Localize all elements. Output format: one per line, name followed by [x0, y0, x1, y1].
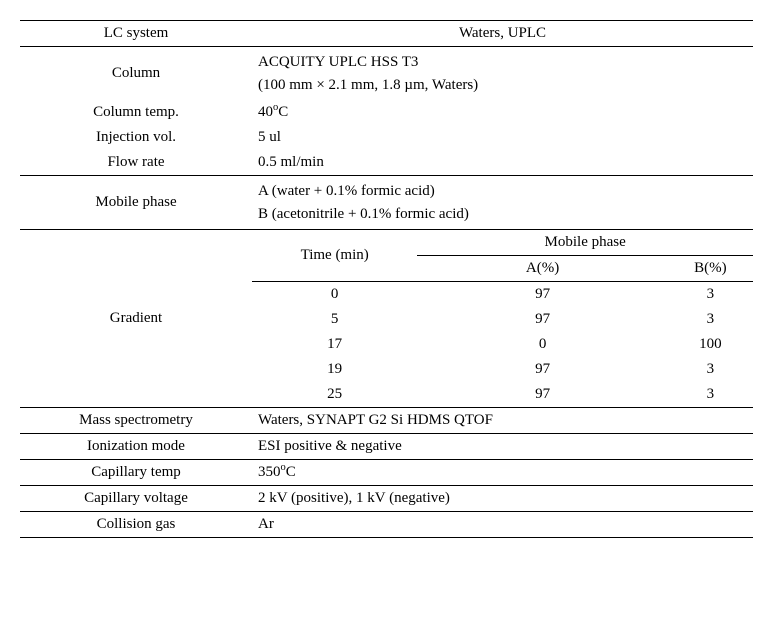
param-mass-spectrometry: Mass spectrometry	[20, 408, 252, 434]
param-column-temp: Column temp.	[20, 100, 252, 125]
gradient-a: 0	[417, 332, 668, 357]
param-injection-vol: Injection vol.	[20, 125, 252, 150]
param-gradient: Gradient	[20, 230, 252, 408]
gradient-b: 3	[668, 307, 753, 332]
gradient-a: 97	[417, 282, 668, 308]
value-column-temp-pre: 40	[258, 104, 273, 120]
value-collision-gas: Ar	[252, 512, 753, 538]
gradient-time: 17	[252, 332, 417, 357]
value-column-line1: ACQUITY UPLC HSS T3	[258, 54, 418, 70]
gradient-a: 97	[417, 307, 668, 332]
param-capillary-temp: Capillary temp	[20, 460, 252, 486]
value-mobile-phase: A (water + 0.1% formic acid) B (acetonit…	[252, 176, 753, 230]
gradient-time-header: Time (min)	[252, 230, 417, 282]
gradient-b: 3	[668, 282, 753, 308]
value-injection-vol: 5 ul	[252, 125, 753, 150]
gradient-col-b: B(%)	[668, 256, 753, 282]
value-lc-system: Waters, UPLC	[252, 21, 753, 47]
value-ionization-mode: ESI positive & negative	[252, 434, 753, 460]
value-column-temp-post: C	[278, 104, 288, 120]
value-column-line2: (100 mm × 2.1 mm, 1.8 µm, Waters)	[258, 77, 478, 93]
gradient-time: 19	[252, 357, 417, 382]
gradient-a: 97	[417, 382, 668, 407]
gradient-a: 97	[417, 357, 668, 382]
param-collision-gas: Collision gas	[20, 512, 252, 538]
value-capillary-temp-post: C	[286, 464, 296, 480]
gradient-b: 3	[668, 382, 753, 407]
value-column: ACQUITY UPLC HSS T3 (100 mm × 2.1 mm, 1.…	[252, 47, 753, 101]
gradient-table: Time (min) Mobile phase A(%) B(%) 0 97 3…	[252, 230, 753, 407]
gradient-time: 25	[252, 382, 417, 407]
gradient-b: 100	[668, 332, 753, 357]
value-gradient: Time (min) Mobile phase A(%) B(%) 0 97 3…	[252, 230, 753, 408]
gradient-col-a: A(%)	[417, 256, 668, 282]
gradient-row: 25 97 3	[252, 382, 753, 407]
value-capillary-voltage: 2 kV (positive), 1 kV (negative)	[252, 486, 753, 512]
param-mobile-phase: Mobile phase	[20, 176, 252, 230]
gradient-b: 3	[668, 357, 753, 382]
param-capillary-voltage: Capillary voltage	[20, 486, 252, 512]
gradient-row: 17 0 100	[252, 332, 753, 357]
param-flow-rate: Flow rate	[20, 150, 252, 176]
gradient-row: 19 97 3	[252, 357, 753, 382]
value-flow-rate: 0.5 ml/min	[252, 150, 753, 176]
gradient-row: 5 97 3	[252, 307, 753, 332]
value-column-temp: 40oC	[252, 100, 753, 125]
param-lc-system: LC system	[20, 21, 252, 47]
param-ionization-mode: Ionization mode	[20, 434, 252, 460]
gradient-row: 0 97 3	[252, 282, 753, 308]
value-capillary-temp-pre: 350	[258, 464, 281, 480]
gradient-mobile-phase-header: Mobile phase	[417, 230, 753, 256]
value-mobile-phase-a: A (water + 0.1% formic acid)	[258, 183, 435, 199]
value-mass-spectrometry: Waters, SYNAPT G2 Si HDMS QTOF	[252, 408, 753, 434]
gradient-time: 0	[252, 282, 417, 308]
gradient-time: 5	[252, 307, 417, 332]
parameters-table: LC system Waters, UPLC Column ACQUITY UP…	[20, 20, 753, 538]
param-column: Column	[20, 47, 252, 101]
value-mobile-phase-b: B (acetonitrile + 0.1% formic acid)	[258, 206, 469, 222]
value-capillary-temp: 350oC	[252, 460, 753, 486]
